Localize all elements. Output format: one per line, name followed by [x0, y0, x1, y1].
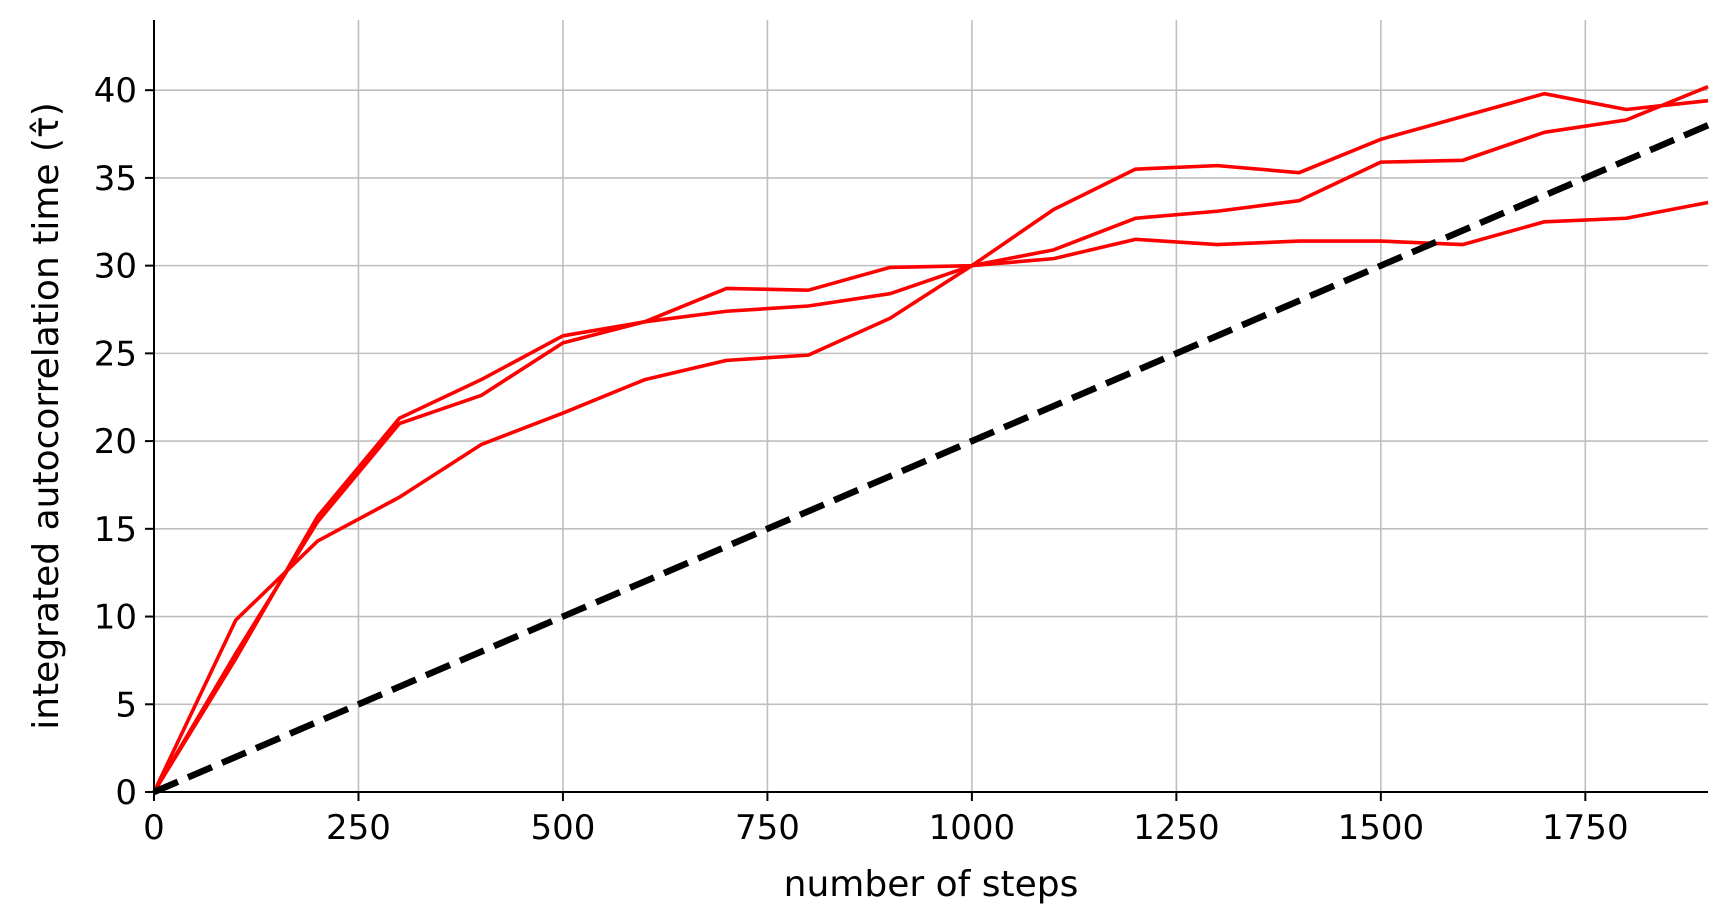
x-tick-label: 1250 [1133, 808, 1220, 848]
y-tick-label: 20 [94, 422, 137, 462]
series-line-3 [152, 200, 1709, 793]
ticks-layer: 0 250 500 750 1000 1250 1500 1750 0 5 10 15 20 25 30 35… [94, 71, 1629, 848]
series-line-2 [152, 91, 1709, 793]
y-tick-label: 0 [115, 773, 137, 813]
series-line-1 [152, 85, 1709, 793]
y-tick-label: 15 [94, 510, 137, 550]
x-tick-label: 500 [530, 808, 595, 848]
x-axis-title: number of steps [784, 864, 1079, 905]
y-tick-label: 30 [94, 247, 137, 287]
y-tick-label: 5 [115, 685, 137, 725]
grid-layer [154, 20, 1708, 792]
y-tick-label: 40 [94, 71, 137, 111]
x-tick-label: 0 [143, 808, 165, 848]
x-tick-label: 1000 [929, 808, 1016, 848]
series-layer [152, 85, 1710, 795]
y-tick-label: 10 [94, 598, 137, 638]
x-tick-label: 1750 [1542, 808, 1629, 848]
y-tick-label: 25 [94, 334, 137, 374]
axes-layer [153, 20, 1708, 793]
y-tick-label: 35 [94, 159, 137, 199]
x-tick-label: 750 [735, 808, 800, 848]
x-tick-label: 250 [326, 808, 391, 848]
x-tick-label: 1500 [1338, 808, 1425, 848]
reference-line [152, 122, 1710, 795]
y-axis-title: integrated autocorrelation time (τ̂) [26, 102, 67, 730]
